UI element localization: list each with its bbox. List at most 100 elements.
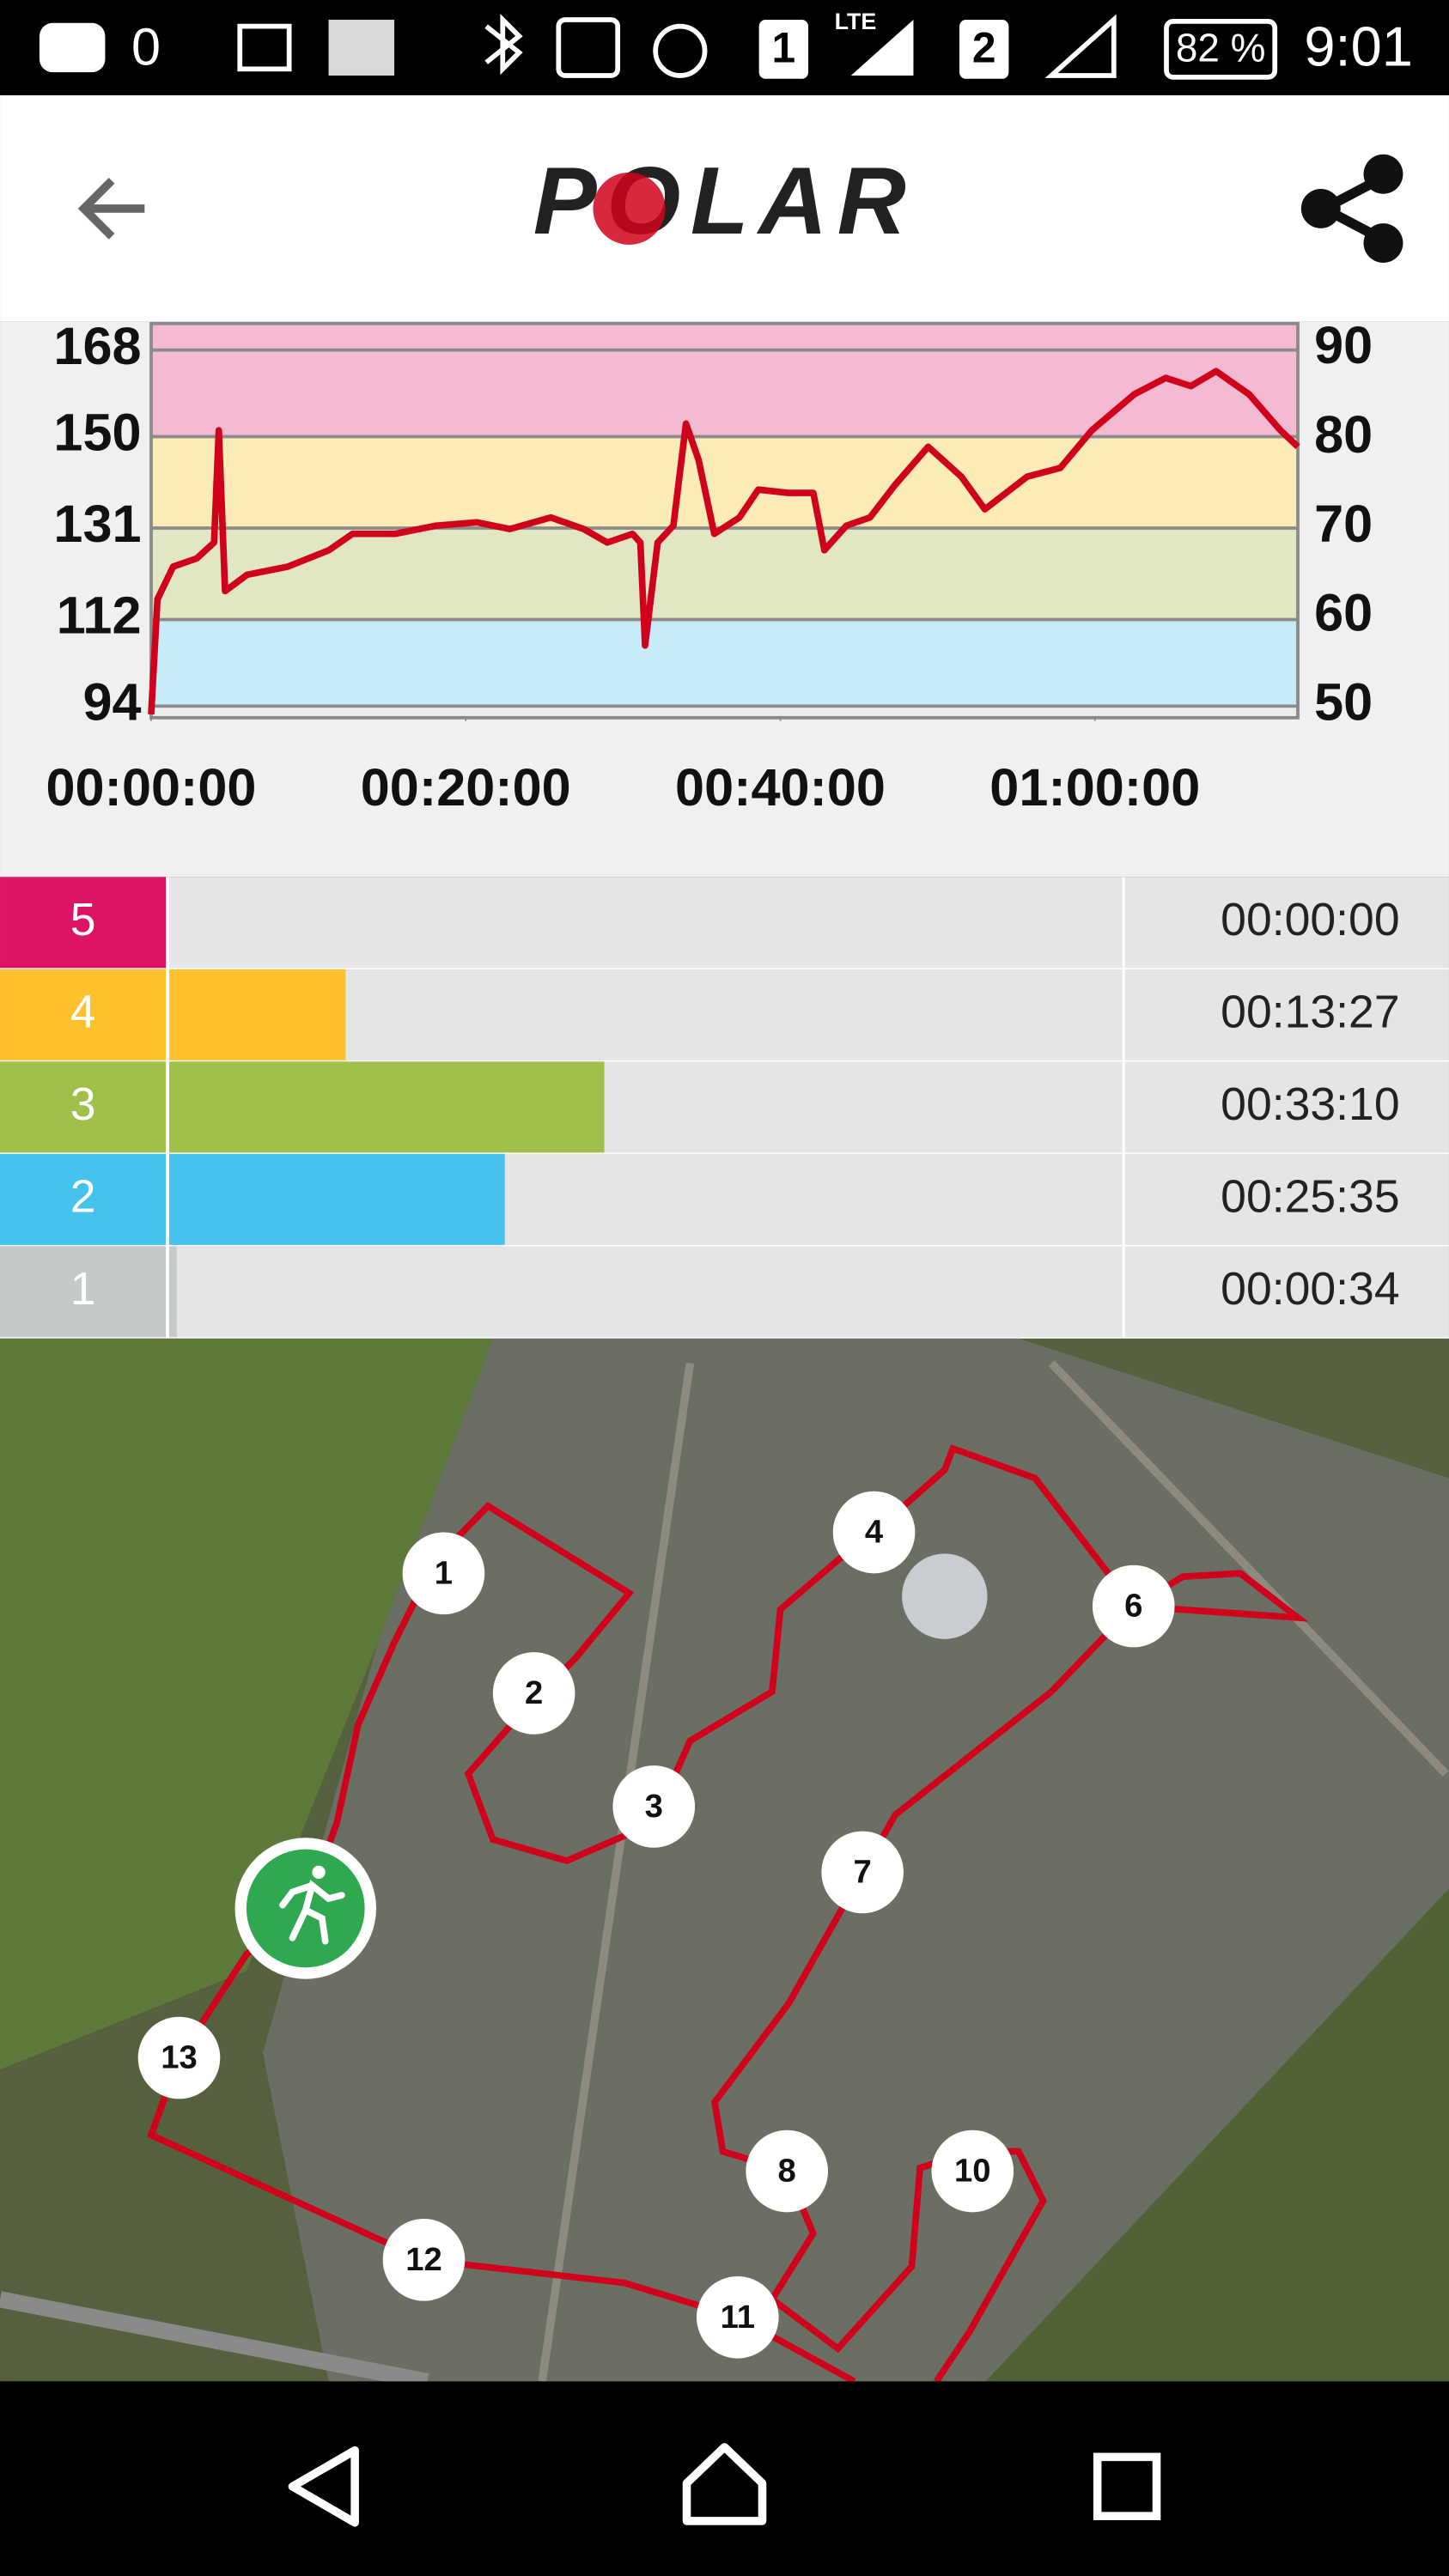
y-tick-label: 150	[53, 404, 141, 462]
lap-marker	[821, 1831, 904, 1914]
zone-row	[0, 877, 1449, 969]
nav-home[interactable]	[682, 2443, 767, 2525]
nav-recents[interactable]	[1093, 2452, 1161, 2520]
zone-label-cell	[0, 1246, 167, 1339]
zone-bar	[169, 1153, 505, 1247]
lap-marker	[1092, 1564, 1175, 1648]
polar-logo: POLAR	[533, 148, 916, 254]
zone-label: 5	[70, 895, 96, 945]
lap-marker-label: 3	[645, 1788, 663, 1825]
heart-rate-line	[148, 368, 1300, 715]
zone-band	[150, 706, 1299, 718]
zone-time: 00:00:34	[1221, 1264, 1399, 1315]
zone-label-cell	[0, 877, 167, 969]
x-tick-label: 01:00:00	[989, 758, 1200, 817]
zone-row	[0, 1246, 1449, 1339]
lap-marker	[696, 2275, 779, 2359]
battery-icon	[1164, 18, 1278, 80]
y-tick-label: 94	[82, 673, 141, 732]
zone-time: 00:00:00	[1221, 895, 1399, 945]
map-road	[0, 2291, 429, 2390]
x-tick-label: 00:20:00	[361, 758, 571, 817]
lap-marker-label: 4	[865, 1514, 884, 1551]
clock: 9:01	[1304, 15, 1413, 77]
y2-tick-label: 60	[1314, 584, 1373, 642]
lap-marker	[612, 1765, 696, 1848]
zone-label: 1	[70, 1264, 96, 1315]
lap-marker-label: 1	[435, 1554, 453, 1591]
runner-head	[312, 1865, 326, 1880]
lap-marker	[931, 2129, 1014, 2213]
y2-tick-label: 70	[1314, 495, 1373, 553]
lap-marker	[402, 1532, 485, 1615]
map-road	[1048, 1360, 1449, 1777]
zone-bar	[169, 1246, 177, 1339]
lap-marker-label: 2	[525, 1674, 543, 1711]
map-field	[0, 1338, 493, 2069]
runner-icon	[279, 1880, 345, 1945]
bluetooth-icon	[484, 14, 523, 76]
lap-marker-label: 13	[161, 2039, 198, 2076]
lap-marker	[492, 1652, 575, 1735]
image-icon	[237, 23, 292, 72]
lap-marker-label: 11	[721, 2299, 755, 2336]
share-dot	[1363, 223, 1403, 264]
y-tick-label: 131	[53, 495, 141, 553]
share-dot	[1363, 154, 1403, 194]
map-road	[538, 1362, 695, 2383]
zone-band	[150, 619, 1299, 707]
lap-marker-label: 12	[405, 2241, 442, 2278]
zone-label: 3	[70, 1079, 96, 1130]
notification-count: 0	[131, 17, 161, 76]
app-icon	[328, 19, 395, 76]
alarm-icon	[653, 23, 708, 78]
lap-marker	[382, 2218, 466, 2301]
nfc-icon	[556, 17, 621, 78]
lap-marker-label: 7	[854, 1853, 872, 1890]
lap-marker	[137, 2016, 221, 2099]
x-tick-label: 00:00:00	[46, 758, 257, 817]
zone-label: 4	[70, 987, 96, 1038]
signal2-icon	[1044, 14, 1117, 78]
network-type: LTE	[835, 9, 877, 34]
nav-bar	[0, 2381, 1449, 2576]
zone-table: 5 00:00:00 4 00:13:27 3 00:33:10 2 00:25:35 1 00:…	[0, 877, 1449, 1340]
zone-time: 00:25:35	[1221, 1172, 1399, 1223]
zone-bar	[169, 1061, 605, 1154]
plot-frame	[149, 321, 1300, 720]
y2-tick-label: 80	[1314, 405, 1373, 464]
map-building	[902, 1553, 988, 1639]
share-button[interactable]	[1300, 154, 1403, 264]
zone-bar	[169, 969, 346, 1062]
nav-back[interactable]	[288, 2445, 359, 2527]
zone-band	[150, 527, 1299, 620]
share-dot	[1300, 188, 1341, 228]
app-bar	[0, 94, 1449, 322]
zone-label: 2	[70, 1172, 96, 1223]
lap-marker-label: 8	[778, 2153, 796, 2190]
zone-band	[150, 323, 1299, 437]
y-tick-label: 112	[57, 586, 142, 645]
sim2-label: 2	[972, 23, 996, 71]
zone-label-cell	[0, 1153, 167, 1247]
zone-time: 00:33:10	[1221, 1079, 1399, 1130]
sim1-icon	[758, 19, 809, 79]
lap-marker	[832, 1491, 916, 1574]
lap-marker-label: 6	[1124, 1588, 1142, 1625]
sim1-label: 1	[772, 23, 796, 71]
back-button[interactable]	[77, 178, 145, 240]
lap-marker	[746, 2129, 828, 2213]
x-tick-label: 00:40:00	[675, 758, 886, 817]
message-icon	[39, 22, 106, 73]
heart-rate-chart: 94 112 131 150 168 50 60 70 80 90 00:00:00 00:20:00…	[46, 316, 1373, 817]
battery-label: 82 %	[1176, 25, 1266, 70]
y-tick-label: 168	[53, 317, 141, 375]
zone-label-cell	[0, 969, 167, 1062]
sim2-icon	[959, 19, 1009, 79]
zone-label-cell	[0, 1061, 167, 1154]
logo-dot	[593, 172, 666, 245]
signal1-icon	[850, 19, 914, 76]
